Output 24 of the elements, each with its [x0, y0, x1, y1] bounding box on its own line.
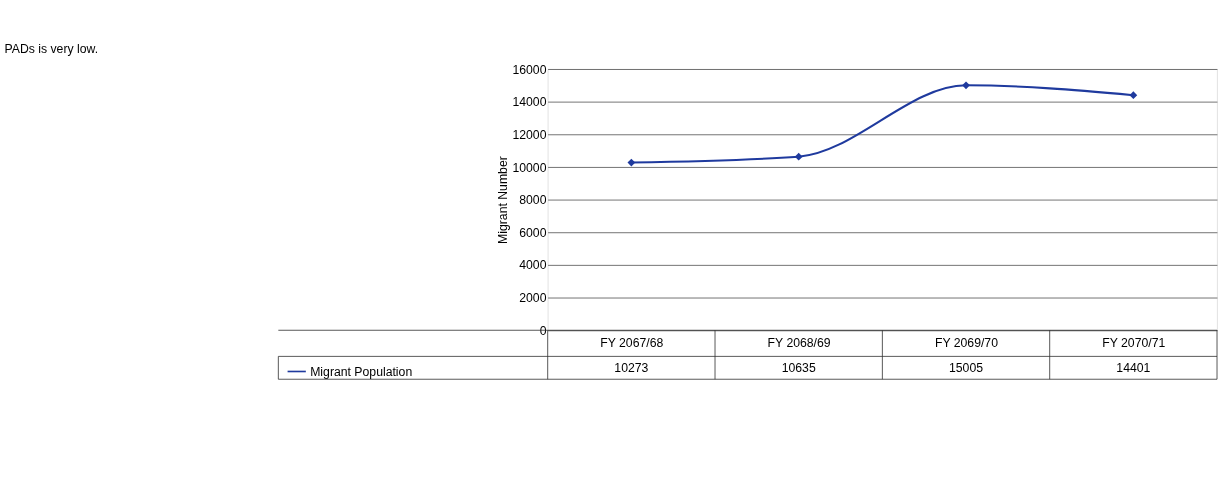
x-tick-label: FY 2067/68 [600, 336, 664, 350]
y-axis-title: Migrant Number [495, 156, 510, 244]
data-label: 14401 [1116, 360, 1151, 375]
text: PADs is very low. [4, 41, 99, 56]
data-label: 10635 [781, 360, 816, 375]
point [962, 81, 970, 90]
point [794, 152, 803, 161]
x-tick-label: FY 2068/69 [767, 336, 831, 350]
y-tick-label: 14000 [512, 95, 547, 110]
data-label: 10273 [614, 360, 649, 375]
x-tick-label: FY 2069/70 [934, 336, 999, 350]
y-tick-label: 0 [539, 323, 547, 338]
y-tick-label: 10000 [512, 160, 547, 175]
legend-label: Migrant Population [310, 364, 413, 379]
data-label: 15005 [949, 360, 984, 375]
x-tick-label: FY 2070/71 [1102, 336, 1166, 350]
point [627, 158, 636, 167]
y-tick-label: 12000 [512, 127, 547, 142]
y-tick-label: 8000 [519, 193, 547, 208]
point [1129, 91, 1138, 100]
y-tick-label: 6000 [519, 225, 547, 240]
y-tick-label: 2000 [519, 291, 547, 306]
y-tick-label: 4000 [519, 258, 547, 273]
y-tick-label: 16000 [512, 62, 547, 77]
